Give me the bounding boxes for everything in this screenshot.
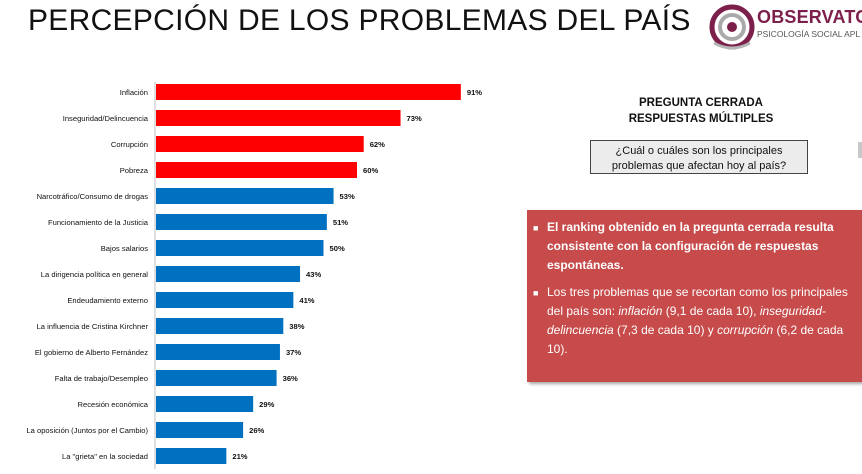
finding-term-inflacion: inflación [618, 304, 663, 318]
bar [156, 318, 284, 334]
question-text-line2: problemas que afectan hoy al país? [611, 160, 787, 172]
finding-bullet-2: ■ Los tres problemas que se recortan com… [533, 283, 858, 359]
value-label: 38% [289, 322, 304, 331]
value-label: 43% [306, 270, 321, 279]
bar [156, 370, 277, 386]
question-text-line1: ¿Cuál o cuáles son los principales [615, 145, 783, 157]
category-label: La influencia de Cristina Kirchner [37, 322, 149, 331]
bar [156, 240, 324, 256]
scrollbar-thumb[interactable] [858, 142, 862, 158]
value-label: 41% [299, 296, 314, 305]
bar [156, 162, 357, 178]
category-label: Pobreza [120, 166, 149, 175]
question-box: ¿Cuál o cuáles son los principales probl… [590, 140, 808, 174]
finding-text-2: Los tres problemas que se recortan como … [547, 283, 858, 359]
value-label: 26% [249, 426, 264, 435]
category-label: Recesión económica [78, 400, 149, 409]
question-header-line2: RESPUESTAS MÚLTIPLES [628, 113, 774, 125]
category-label: La dirigencia política en general [41, 270, 149, 279]
value-label: 50% [330, 244, 345, 253]
finding-bullet-1: ■ El ranking obtenido en la pregunta cer… [533, 218, 858, 275]
category-label: La oposición (Juntos por el Cambio) [26, 426, 148, 435]
value-label: 60% [363, 166, 378, 175]
bar-chart: Inflación 91% Inseguridad/Delincuencia 73% C… [26, 82, 482, 469]
logo-wordmark: OBSERVATOI [757, 7, 862, 27]
category-label: Corrupción [111, 140, 148, 149]
page-title: PERCEPCIÓN DE LOS PROBLEMAS DEL PAÍS [28, 4, 691, 37]
category-label: Inflación [120, 88, 148, 97]
finding-term-corrupcion: corrupción [717, 323, 774, 337]
value-label: 29% [259, 400, 274, 409]
bar [156, 84, 461, 100]
finding-text-1: El ranking obtenido en la pregunta cerra… [547, 220, 834, 272]
category-label: Inseguridad/Delincuencia [63, 114, 149, 123]
value-label: 73% [407, 114, 422, 123]
category-label: La "grieta" en la sociedad [62, 452, 148, 461]
value-label: 51% [333, 218, 348, 227]
value-label: 53% [340, 192, 355, 201]
bar [156, 396, 254, 412]
logo-subtitle: PSICOLOGÍA SOCIAL APL [757, 29, 861, 39]
bar [156, 266, 301, 282]
logo-icon [709, 4, 755, 50]
logo: OBSERVATOI PSICOLOGÍA SOCIAL APL [708, 0, 862, 58]
bar [156, 214, 327, 230]
category-label: Bajos salarios [101, 244, 148, 253]
category-label: Funcionamiento de la Justicia [48, 218, 149, 227]
finding-text-2a: Los tres problemas que se recortan como … [547, 285, 848, 318]
bar [156, 422, 244, 438]
question-header-line1: PREGUNTA CERRADA [639, 97, 763, 109]
category-label: El gobierno de Alberto Fernández [35, 348, 148, 357]
bar [156, 448, 227, 464]
bar [156, 110, 401, 126]
value-label: 62% [370, 140, 385, 149]
value-label: 21% [232, 452, 247, 461]
value-label: 36% [283, 374, 298, 383]
finding-text-2e: (7,3 de cada 10) y [613, 323, 718, 337]
bar [156, 188, 334, 204]
category-label: Endeudamiento externo [67, 296, 148, 305]
square-bullet-icon: ■ [533, 223, 539, 233]
value-label: 91% [467, 88, 482, 97]
value-label: 37% [286, 348, 301, 357]
question-header: PREGUNTA CERRADA RESPUESTAS MÚLTIPLES [590, 95, 812, 127]
finding-text-2c: (9,1 de cada 10), [662, 304, 760, 318]
square-bullet-icon: ■ [533, 288, 539, 298]
finding-term-inseguridad: inseguridad-delincuencia [547, 304, 826, 337]
category-label: Falta de trabajo/Desempleo [55, 374, 148, 383]
category-label: Narcotráfico/Consumo de drogas [37, 192, 149, 201]
bar [156, 292, 294, 308]
bar [156, 136, 364, 152]
findings-panel: ■ El ranking obtenido en la pregunta cer… [527, 210, 862, 382]
finding-text-2g: (6,2 de cada 10). [547, 323, 844, 356]
bar [156, 344, 280, 360]
